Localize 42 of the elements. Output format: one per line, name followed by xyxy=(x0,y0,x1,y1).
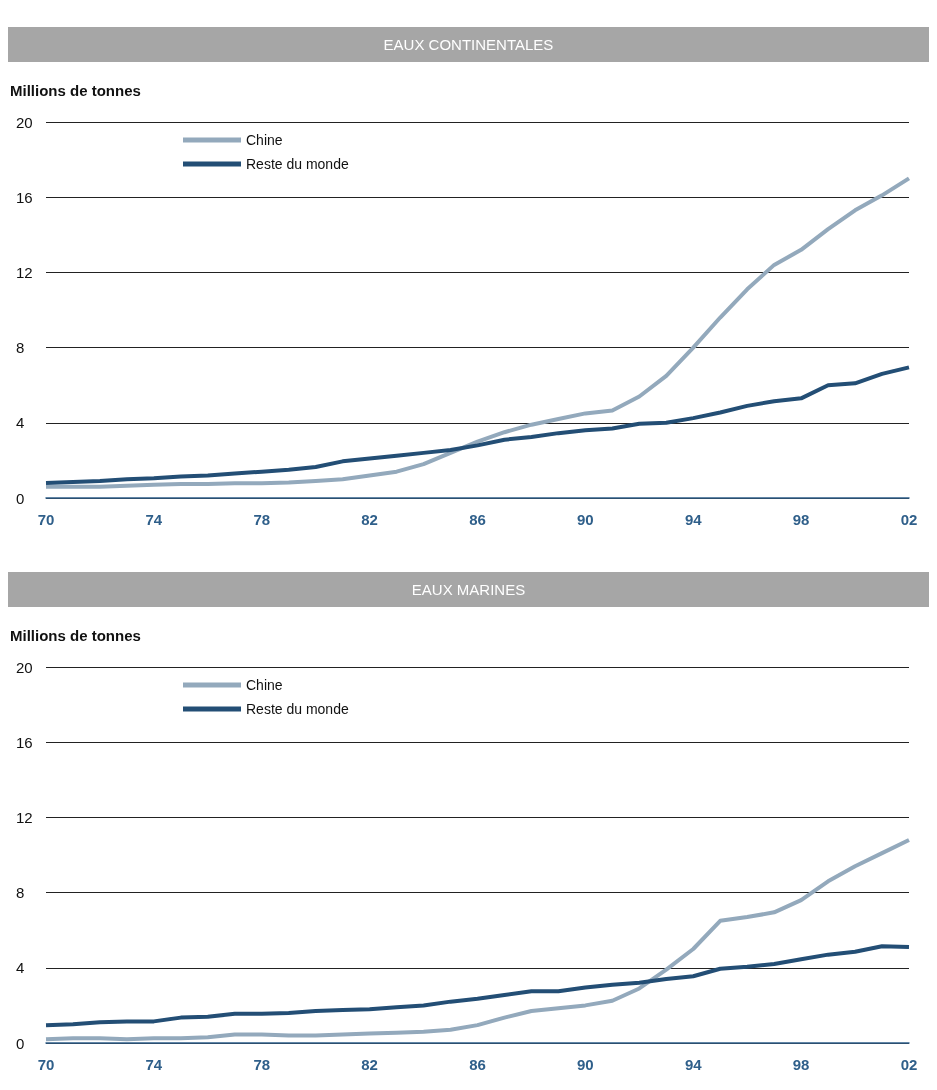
line-series xyxy=(44,365,911,485)
x-tick-label: 78 xyxy=(253,1056,271,1073)
legend-label: Reste du monde xyxy=(246,701,349,717)
y-tick-label: 12 xyxy=(16,263,33,281)
x-tick-label: 94 xyxy=(684,1056,703,1073)
y-axis-title: Millions de tonnes xyxy=(9,81,142,101)
x-tick-label: 86 xyxy=(469,511,486,528)
line-series xyxy=(44,837,911,1042)
line-series xyxy=(44,944,911,1028)
y-tick-label: 0 xyxy=(16,489,25,507)
x-tick-label: 70 xyxy=(37,1056,55,1073)
x-tick-label: 02 xyxy=(900,1056,918,1073)
x-tick-label: 90 xyxy=(577,511,594,528)
chart-title: EAUX MARINES xyxy=(8,572,929,607)
x-tick-label: 86 xyxy=(469,1056,486,1073)
y-tick-label: 8 xyxy=(16,884,25,902)
x-tick-label: 74 xyxy=(145,511,163,528)
chart-title: EAUX CONTINENTALES xyxy=(8,27,929,62)
x-tick-label: 82 xyxy=(361,1056,378,1073)
x-tick-label: 02 xyxy=(900,511,918,528)
y-tick-label: 16 xyxy=(16,188,33,206)
y-axis-title: Millions de tonnes xyxy=(9,626,142,646)
y-tick-label: 4 xyxy=(16,414,25,432)
line-series xyxy=(44,176,911,489)
y-tick-label: 16 xyxy=(16,733,33,751)
x-tick-label: 90 xyxy=(577,1056,594,1073)
y-tick-label: 20 xyxy=(16,658,33,676)
x-tick-label: 82 xyxy=(361,511,378,528)
y-tick-label: 12 xyxy=(16,808,33,826)
legend-label: Reste du monde xyxy=(246,156,349,172)
y-tick-label: 20 xyxy=(16,113,33,131)
y-tick-label: 0 xyxy=(16,1034,25,1052)
x-tick-label: 98 xyxy=(792,1056,810,1073)
x-tick-label: 70 xyxy=(37,511,55,528)
legend-label: Chine xyxy=(246,132,283,148)
y-tick-label: 4 xyxy=(16,959,25,977)
x-tick-label: 94 xyxy=(684,511,703,528)
y-tick-label: 8 xyxy=(16,339,25,357)
x-tick-label: 98 xyxy=(792,511,810,528)
x-tick-label: 74 xyxy=(145,1056,163,1073)
x-tick-label: 78 xyxy=(253,511,271,528)
legend-label: Chine xyxy=(246,677,283,693)
